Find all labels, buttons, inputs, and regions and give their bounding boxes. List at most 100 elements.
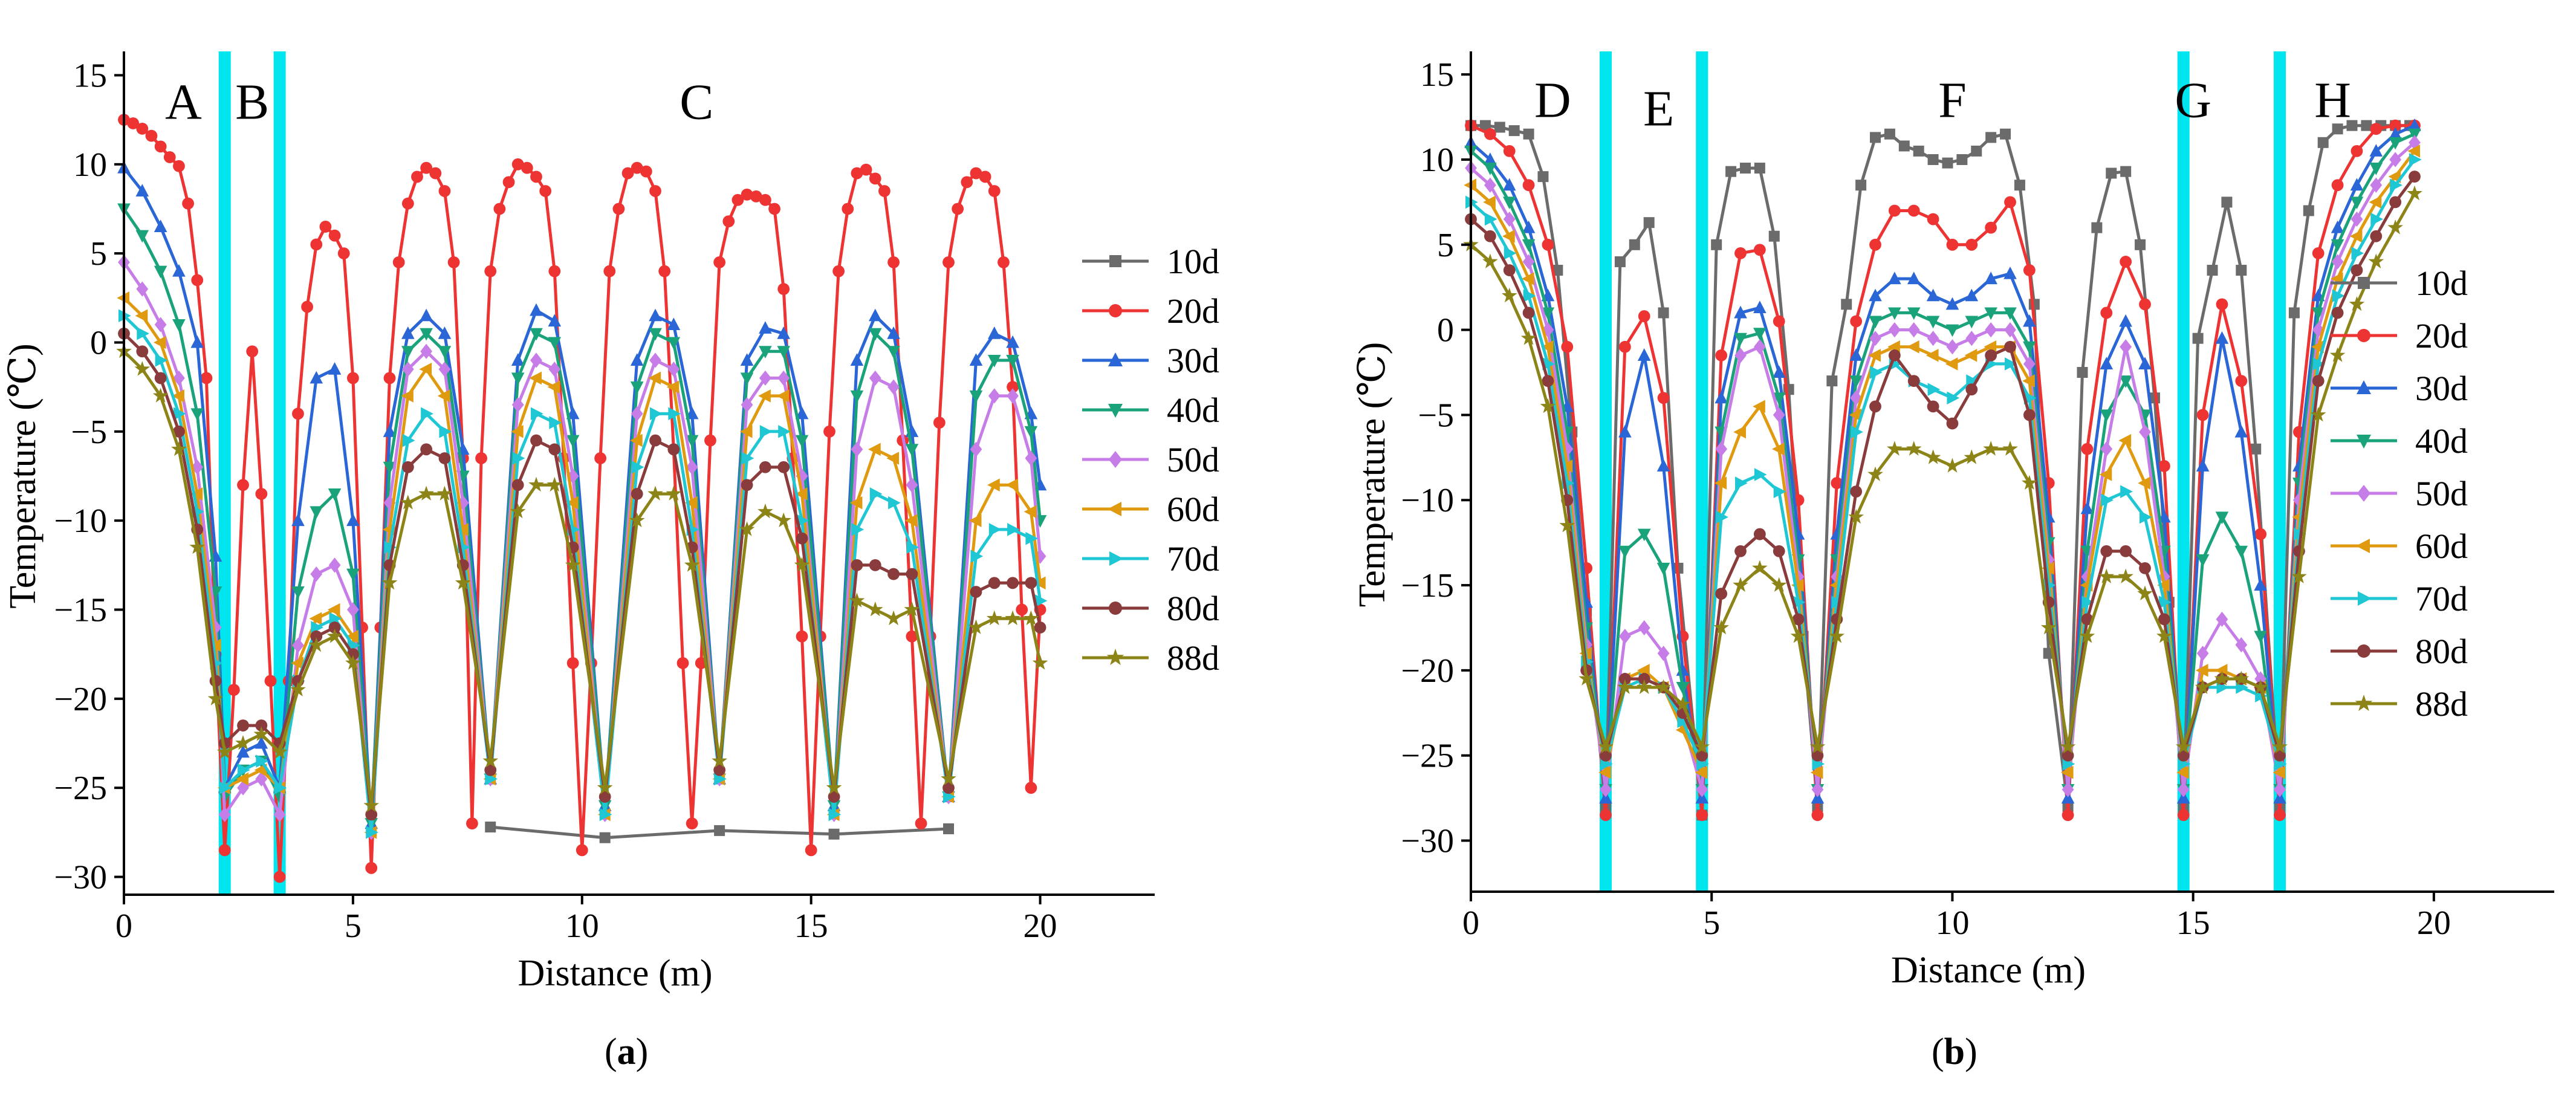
- x-tick-label: 15: [794, 907, 828, 945]
- data-point: [273, 871, 286, 883]
- data-point: [759, 193, 771, 206]
- data-point: [2250, 443, 2262, 455]
- data-point: [714, 825, 725, 836]
- data-point: [1522, 179, 1535, 192]
- data-point: [1965, 238, 1978, 251]
- data-point: [686, 459, 698, 475]
- data-point: [548, 443, 561, 456]
- data-point: [2369, 163, 2383, 175]
- data-point: [2119, 314, 2132, 327]
- legend-label-20d: 20d: [1167, 291, 1219, 331]
- data-point: [1849, 375, 1863, 388]
- data-point: [566, 657, 579, 669]
- data-point: [383, 461, 397, 475]
- data-point: [823, 425, 835, 438]
- data-point: [1945, 357, 1958, 371]
- data-point: [1752, 560, 1768, 575]
- data-point: [795, 435, 809, 448]
- data-point: [227, 684, 240, 696]
- data-point: [530, 328, 543, 341]
- data-point: [2004, 196, 2016, 209]
- data-point: [887, 568, 900, 580]
- data-point: [851, 441, 863, 457]
- data-point: [759, 425, 773, 438]
- data-point: [547, 380, 560, 394]
- data-point: [439, 425, 452, 438]
- region-label-H: H: [2314, 72, 2351, 128]
- data-point: [337, 247, 350, 260]
- data-point: [1675, 696, 1691, 712]
- data-point: [530, 434, 542, 447]
- data-point: [1695, 791, 1709, 804]
- data-point: [2303, 205, 2314, 216]
- region-label-G: G: [2175, 72, 2211, 128]
- data-point: [988, 388, 1001, 404]
- data-point: [345, 655, 361, 670]
- y-tick-label: −15: [1401, 567, 1454, 605]
- y-axis-label: Temperature (℃): [1352, 342, 1393, 608]
- data-point: [2253, 679, 2268, 694]
- data-point: [264, 675, 277, 687]
- caption-a: (a): [605, 1031, 649, 1072]
- data-point: [2361, 120, 2372, 131]
- data-point: [1006, 335, 1019, 348]
- data-point: [475, 452, 487, 464]
- data-point: [1494, 122, 1505, 133]
- data-point: [1927, 331, 1939, 346]
- data-point: [236, 745, 250, 758]
- data-point: [255, 736, 268, 749]
- data-point: [135, 309, 148, 323]
- data-point: [274, 781, 287, 794]
- data-point: [190, 487, 203, 501]
- series-20d: [1465, 119, 2421, 822]
- data-point: [667, 443, 680, 456]
- data-point: [887, 256, 900, 268]
- data-point: [850, 353, 864, 366]
- data-point: [2408, 128, 2421, 141]
- data-point: [970, 586, 982, 598]
- data-point: [172, 319, 186, 332]
- data-point: [2022, 475, 2037, 490]
- data-point: [684, 557, 700, 572]
- data-point: [969, 353, 983, 366]
- data-point: [2120, 166, 2132, 177]
- data-point: [805, 844, 817, 857]
- data-point: [346, 372, 359, 384]
- data-point: [2004, 322, 2016, 338]
- data-point: [2176, 791, 2190, 804]
- data-point: [778, 425, 791, 438]
- data-point: [328, 229, 341, 242]
- legend-label-50d: 50d: [2415, 474, 2468, 513]
- data-point: [436, 485, 453, 501]
- data-point: [182, 197, 194, 210]
- data-point: [886, 452, 900, 465]
- data-point: [1034, 621, 1046, 634]
- data-point: [649, 352, 661, 368]
- data-point: [796, 468, 808, 484]
- data-point: [2100, 545, 2113, 557]
- data-point: [1618, 424, 1632, 438]
- series-88d: [116, 343, 1048, 812]
- data-point: [739, 521, 755, 536]
- data-point: [136, 122, 149, 135]
- data-point: [650, 407, 663, 421]
- data-point: [429, 167, 442, 180]
- data-point: [1006, 354, 1019, 368]
- data-point: [713, 764, 726, 776]
- data-point: [987, 478, 1000, 492]
- data-point: [676, 657, 689, 669]
- data-point: [832, 265, 845, 277]
- data-point: [684, 496, 698, 510]
- data-point: [776, 512, 791, 528]
- data-point: [1599, 791, 1612, 804]
- data-point: [2062, 749, 2074, 762]
- data-point: [1025, 450, 1037, 466]
- data-point: [1898, 140, 1910, 152]
- y-tick-label: 5: [1437, 227, 1454, 264]
- data-point: [851, 167, 863, 180]
- data-point: [1024, 505, 1037, 519]
- data-point: [1503, 211, 1516, 227]
- data-point: [2158, 613, 2170, 626]
- data-point: [1484, 152, 1497, 165]
- data-point: [1618, 673, 1631, 685]
